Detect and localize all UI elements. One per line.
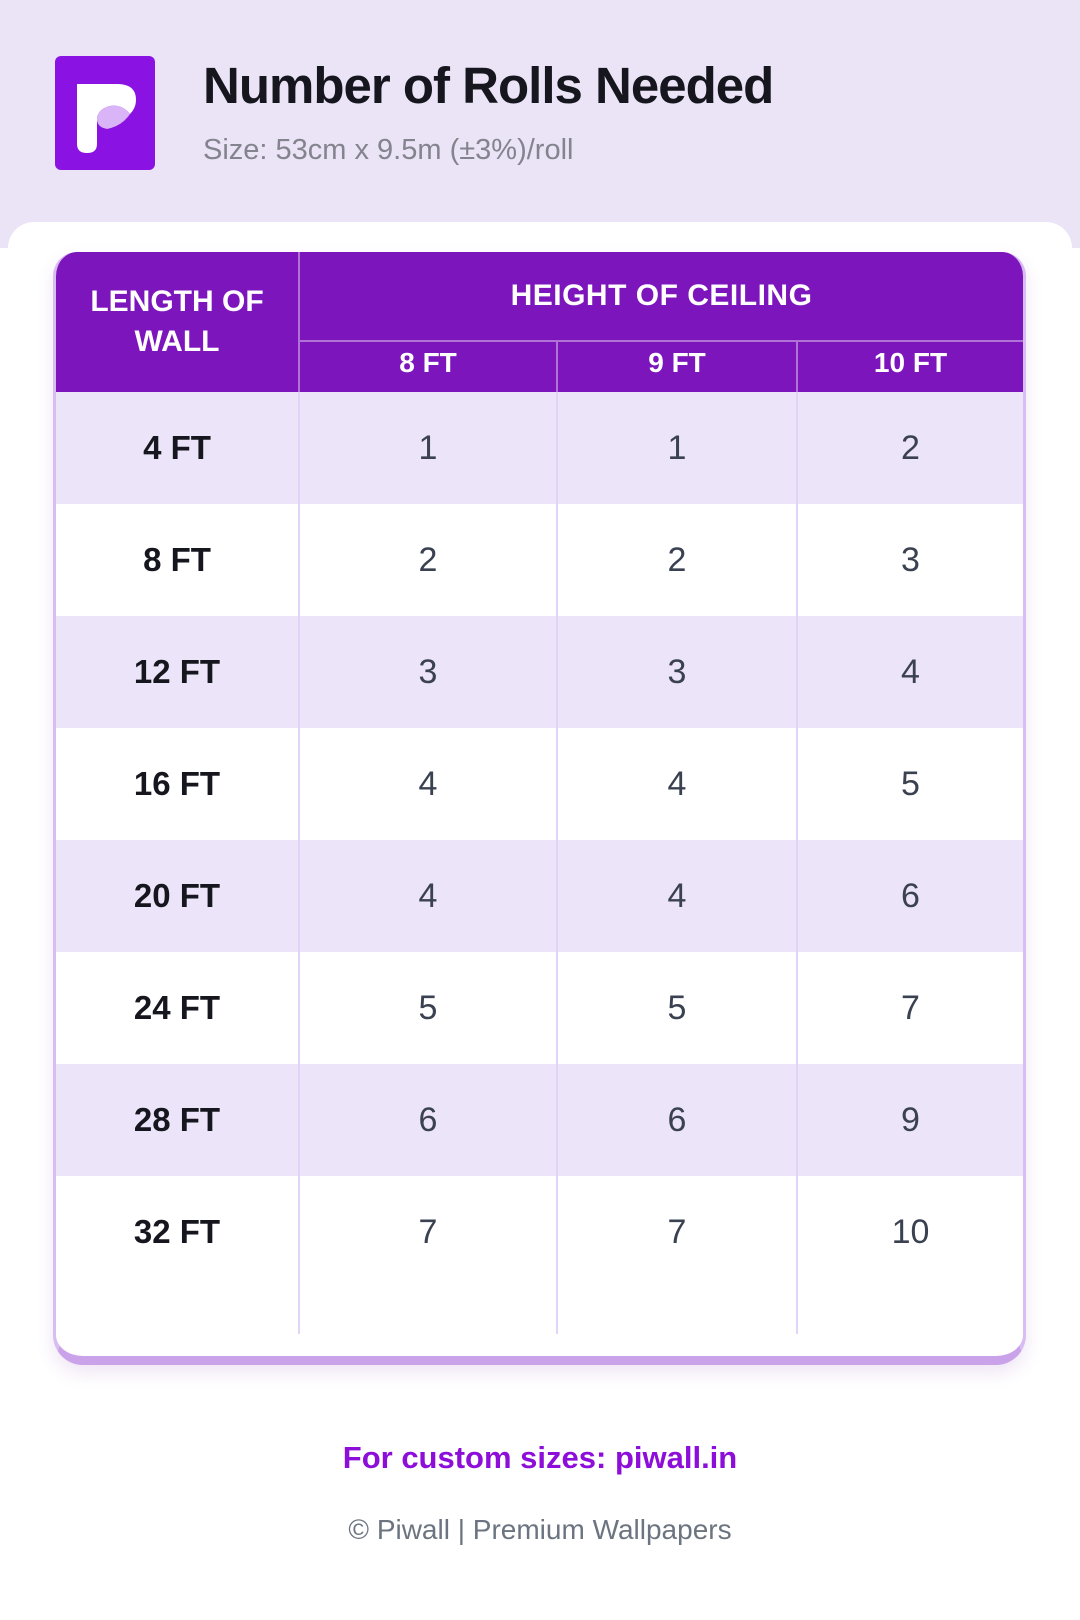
spacer-cell xyxy=(796,1288,1023,1334)
custom-sizes-link[interactable]: For custom sizes: piwall.in xyxy=(342,1440,738,1475)
table-row: 32 FT 7 7 10 xyxy=(56,1176,1023,1288)
top-lavender-band xyxy=(0,0,1080,248)
cell-value: 1 xyxy=(298,392,556,504)
table-header: LENGTH OF WALL HEIGHT OF CEILING 8 FT 9 … xyxy=(56,252,1023,392)
page-header: Number of Rolls Needed Size: 53cm x 9.5m… xyxy=(55,56,774,170)
spacer-cell xyxy=(56,1288,298,1334)
cell-value: 4 xyxy=(556,840,796,952)
row-label: 32 FT xyxy=(133,1213,221,1250)
col-header-length-of-wall: LENGTH OF WALL xyxy=(90,284,264,359)
cell-value: 4 xyxy=(298,840,556,952)
rolls-needed-table: LENGTH OF WALL HEIGHT OF CEILING 8 FT 9 … xyxy=(53,252,1026,1365)
row-label: 4 FT xyxy=(143,429,211,466)
cell-value: 4 xyxy=(298,728,556,840)
row-label: 8 FT xyxy=(143,541,211,578)
cell-value: 1 xyxy=(556,392,796,504)
cell-value: 7 xyxy=(796,952,1023,1064)
cell-value: 7 xyxy=(298,1176,556,1288)
copyright-text: © Piwall | Premium Wallpapers xyxy=(348,1514,732,1545)
cell-value: 3 xyxy=(556,616,796,728)
table-body: 4 FT 1 1 2 8 FT 2 2 3 12 FT 3 3 4 16 FT … xyxy=(56,392,1023,1334)
table-row: 16 FT 4 4 5 xyxy=(56,728,1023,840)
cell-value: 2 xyxy=(556,504,796,616)
page-title: Number of Rolls Needed xyxy=(203,57,774,114)
cell-value: 10 xyxy=(796,1176,1023,1288)
page-subtitle: Size: 53cm x 9.5m (±3%)/roll xyxy=(203,134,574,167)
cell-value: 2 xyxy=(796,392,1023,504)
col-header-9ft: 9 FT xyxy=(556,340,796,392)
cell-value: 5 xyxy=(298,952,556,1064)
cell-value: 9 xyxy=(796,1064,1023,1176)
title-block: Number of Rolls Needed Size: 53cm x 9.5m… xyxy=(203,56,774,167)
cell-value: 6 xyxy=(298,1064,556,1176)
cell-value: 2 xyxy=(298,504,556,616)
cell-value: 3 xyxy=(298,616,556,728)
row-label: 16 FT xyxy=(133,765,221,802)
cell-value: 4 xyxy=(796,616,1023,728)
table-row: 24 FT 5 5 7 xyxy=(56,952,1023,1064)
col-header-10ft: 10 FT xyxy=(796,340,1023,392)
spacer-cell xyxy=(556,1288,796,1334)
table-bottom-spacer xyxy=(56,1288,1023,1334)
table-row: 8 FT 2 2 3 xyxy=(56,504,1023,616)
table-row: 28 FT 6 6 9 xyxy=(56,1064,1023,1176)
cell-value: 6 xyxy=(556,1064,796,1176)
row-label: 24 FT xyxy=(133,989,221,1026)
spacer-cell xyxy=(298,1288,556,1334)
cell-value: 7 xyxy=(556,1176,796,1288)
row-label: 12 FT xyxy=(133,653,221,690)
cell-value: 3 xyxy=(796,504,1023,616)
col-header-8ft: 8 FT xyxy=(298,340,556,392)
piwall-logo-icon xyxy=(55,56,155,170)
cell-value: 6 xyxy=(796,840,1023,952)
cell-value: 5 xyxy=(796,728,1023,840)
row-label: 20 FT xyxy=(133,877,221,914)
cell-value: 5 xyxy=(556,952,796,1064)
table-row: 12 FT 3 3 4 xyxy=(56,616,1023,728)
cell-value: 4 xyxy=(556,728,796,840)
col-group-height-of-ceiling: HEIGHT OF CEILING xyxy=(298,252,1023,340)
table-row: 20 FT 4 4 6 xyxy=(56,840,1023,952)
row-label: 28 FT xyxy=(133,1101,221,1138)
table-row: 4 FT 1 1 2 xyxy=(56,392,1023,504)
